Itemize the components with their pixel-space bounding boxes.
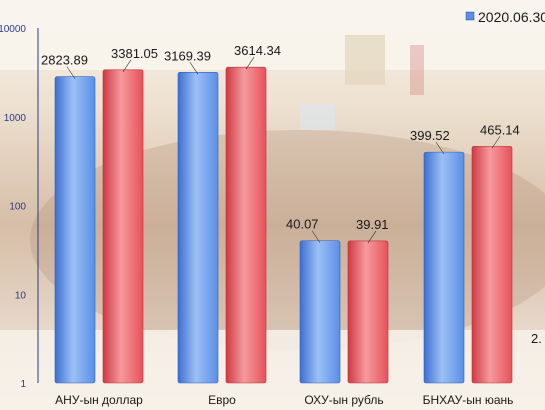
category-label: БНХАУ-ын юань (423, 393, 514, 407)
bar (225, 66, 267, 384)
legend-label: 2020.06.30 (478, 9, 545, 25)
y-tick-label: 10000 (0, 24, 26, 35)
bar (177, 71, 219, 384)
data-label-leader (66, 66, 76, 79)
data-label-leader (491, 136, 501, 149)
cropped-label: 2. (531, 331, 542, 346)
data-label: 399.52 (410, 128, 450, 143)
bar (423, 151, 465, 384)
y-tick-label: 1000 (4, 113, 27, 124)
category-label: Евро (208, 393, 236, 407)
y-axis-ticks: 1 10 100 1000 10000 (0, 24, 26, 390)
data-label: 3381.05 (111, 46, 158, 61)
bar (347, 240, 389, 384)
y-tick-label: 10 (15, 290, 27, 301)
data-label: 2823.89 (41, 53, 88, 68)
data-label-leader (367, 230, 377, 244)
bar (102, 69, 144, 384)
category-labels: АНУ-ын доллар Евро ОХУ-ын рубль БНХАУ-ын юа… (55, 393, 513, 407)
data-labels: 2823.89 3381.05 3169.39 3614.34 40.07 39.91 39… (41, 43, 520, 244)
bars (54, 66, 513, 384)
data-label-leader (435, 141, 445, 155)
data-label: 39.91 (356, 217, 389, 232)
data-label: 3169.39 (164, 48, 211, 63)
legend-swatch (465, 11, 475, 21)
data-label: 3614.34 (234, 43, 281, 58)
data-label-leader (245, 57, 255, 70)
y-tick-label: 1 (20, 379, 26, 390)
y-tick-label: 100 (9, 202, 26, 213)
data-label-leader (189, 62, 199, 75)
category-label: АНУ-ын доллар (55, 393, 143, 407)
bar (471, 145, 513, 384)
data-label-leader (122, 59, 132, 72)
data-label: 465.14 (480, 122, 520, 137)
bar (54, 76, 96, 384)
data-label: 40.07 (286, 217, 319, 232)
data-label-leader (311, 230, 321, 243)
category-label: ОХУ-ын рубль (304, 393, 383, 407)
bar (299, 240, 341, 384)
legend: 2020.06.30 (465, 9, 545, 25)
